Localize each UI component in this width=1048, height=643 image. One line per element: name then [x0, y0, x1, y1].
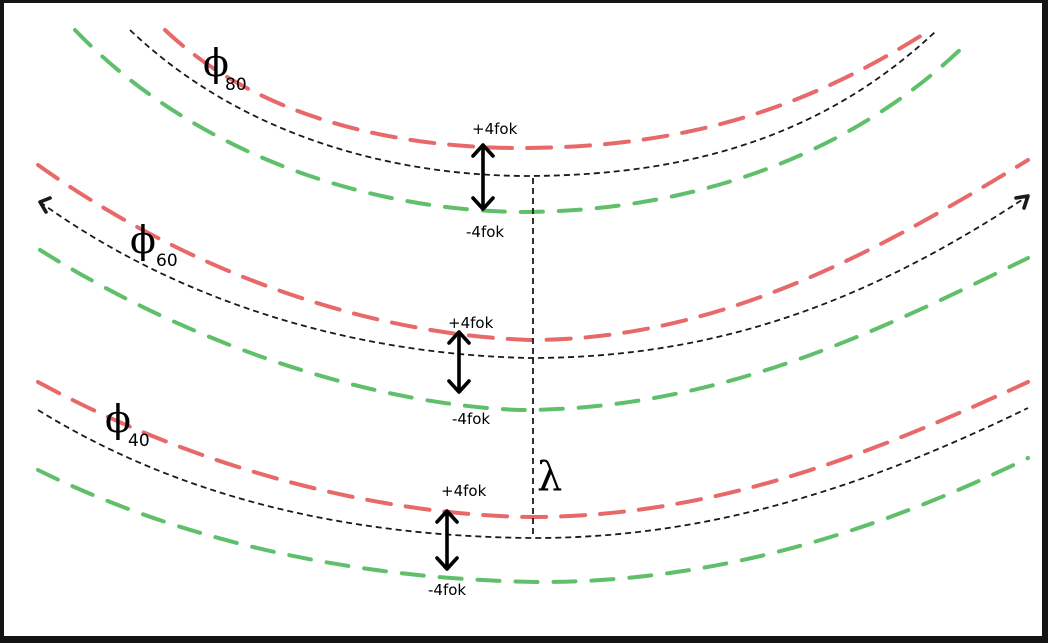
lambda-label: λ: [537, 454, 562, 500]
contour-group-40: ϕ 40 +4fok -4fok: [36, 380, 1030, 599]
contour-40-lower-offset: [36, 456, 1030, 585]
double-arrow-vertical-icon: [471, 143, 495, 211]
lambda-spacing-marker: λ: [532, 178, 562, 538]
contour-80-line: [129, 29, 936, 177]
contour-80-plus-label: +4fok: [472, 120, 518, 138]
contour-60-line: [39, 195, 1029, 359]
contour-60-left-arrowhead: [38, 196, 52, 214]
contour-40-phi-symbol: ϕ: [105, 397, 131, 441]
contour-80-lower-offset: [73, 28, 972, 215]
contour-60-right-arrowhead: [1014, 194, 1030, 210]
contour-60-plus-label: +4fok: [448, 314, 494, 332]
contour-40-line: [37, 407, 1029, 539]
contour-80-phi-symbol: ϕ: [203, 41, 229, 85]
contour-60-upper-offset: [36, 158, 1030, 343]
contour-40-upper-offset: [36, 380, 1030, 520]
contour-40-minus-label: -4fok: [428, 581, 466, 599]
contour-80-upper-offset: [163, 28, 932, 151]
contour-80-minus-label: -4fok: [466, 223, 504, 241]
double-arrow-vertical-icon: [435, 509, 459, 571]
contour-80-phi-subscript: 80: [225, 75, 247, 95]
contour-60-phi-subscript: 60: [156, 251, 178, 271]
contour-group-60: ϕ 60 +4fok -4fok: [36, 158, 1030, 428]
contour-60-minus-label: -4fok: [452, 410, 490, 428]
contour-60-lower-offset: [38, 248, 1030, 413]
contour-60-phi-symbol: ϕ: [130, 218, 156, 262]
contour-group-80: ϕ 80 +4fok -4fok: [73, 28, 972, 241]
contour-40-phi-subscript: 40: [128, 431, 150, 451]
contour-40-plus-label: +4fok: [441, 482, 487, 500]
double-arrow-vertical-icon: [447, 330, 471, 394]
